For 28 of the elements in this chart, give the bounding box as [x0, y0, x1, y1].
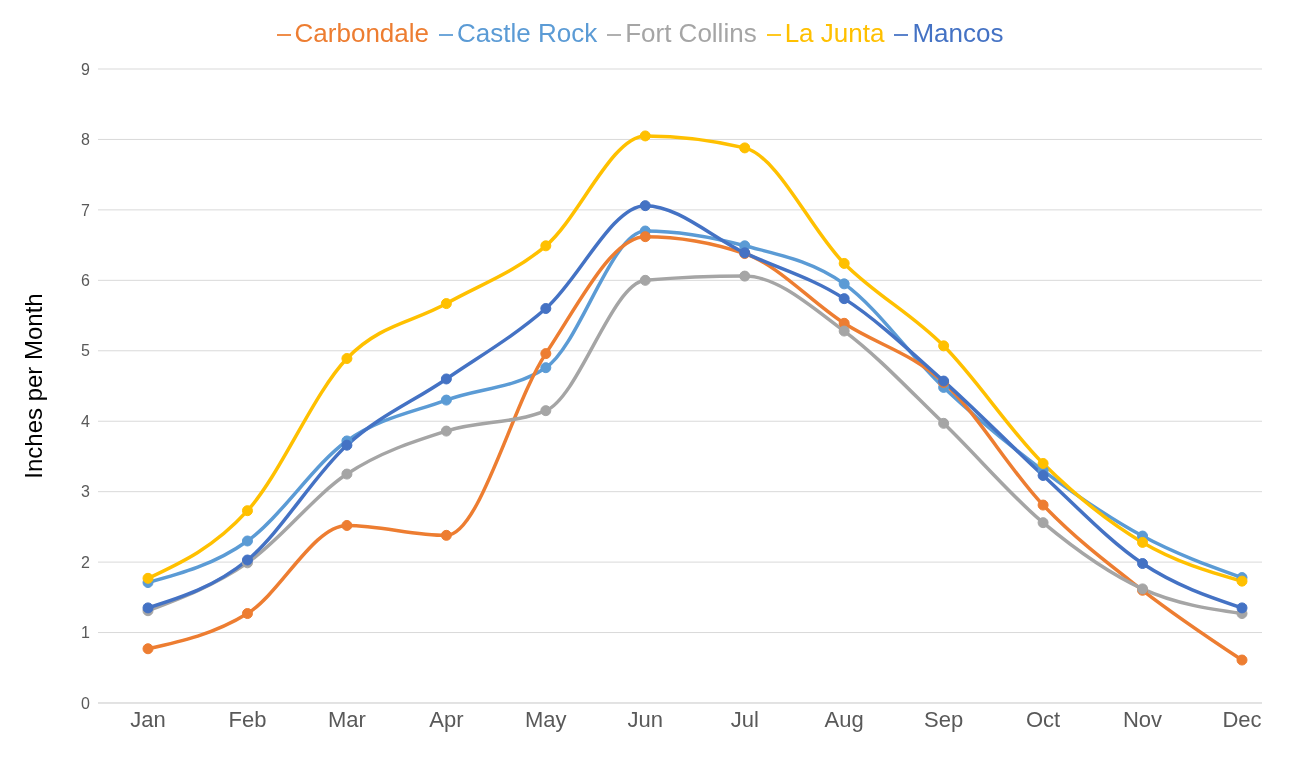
y-tick-label: 1 [81, 624, 91, 642]
x-tick-label: May [525, 706, 567, 732]
y-axis-title: Inches per Month [19, 293, 47, 479]
x-tick-label: Dec [1222, 706, 1262, 732]
y-tick-label: 7 [81, 201, 91, 219]
x-tick-label: Apr [429, 706, 464, 732]
y-tick-label: 9 [81, 60, 91, 78]
x-tick-label: Oct [1025, 706, 1061, 732]
x-tick-label: Jul [730, 706, 759, 732]
x-tick-label: Sep [924, 706, 964, 732]
legend-label: Mancos [912, 18, 1004, 48]
y-tick-label: 6 [81, 272, 91, 290]
y-tick-label: 8 [81, 131, 91, 149]
y-tick-label: 5 [81, 342, 91, 360]
x-tick-label: Jun [627, 706, 664, 732]
x-tick-label: Aug [824, 706, 864, 732]
legend-label: La Junta [784, 18, 885, 48]
x-tick-label: Mar [327, 706, 366, 732]
y-tick-label: 2 [81, 553, 91, 571]
y-tick-label: 0 [81, 694, 91, 712]
x-tick-label: Nov [1122, 706, 1163, 732]
legend-label: Fort Collins [625, 18, 757, 48]
x-tick-label: Feb [228, 706, 267, 732]
legend-label: Carbondale [294, 18, 429, 48]
y-tick-label: 4 [81, 412, 91, 430]
x-tick-label: Jan [130, 706, 166, 732]
legend-label: Castle Rock [457, 18, 598, 48]
y-tick-label: 3 [81, 483, 91, 501]
